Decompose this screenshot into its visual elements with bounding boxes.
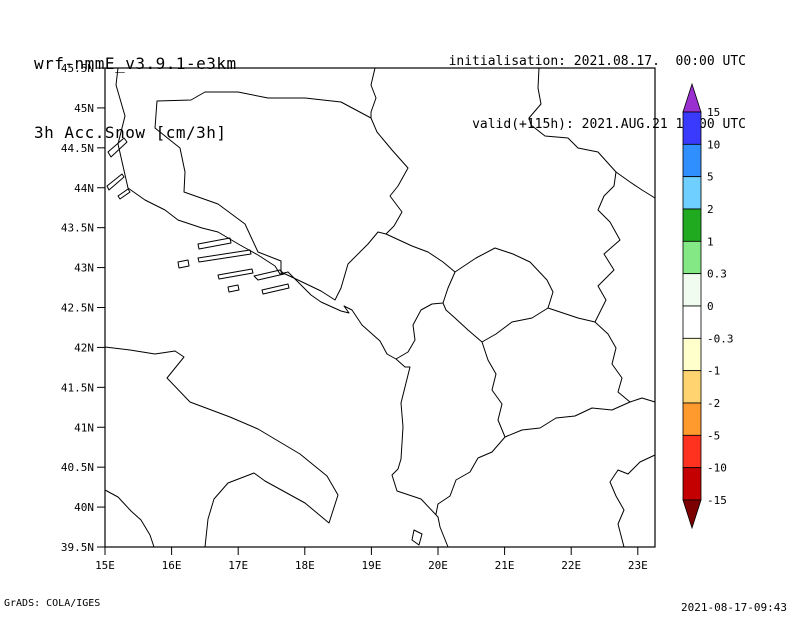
variable-label: 3h Acc.Snow [cm/3h] [34, 123, 227, 142]
border-kosovo [442, 247, 554, 343]
x-tick-label: 16E [162, 559, 182, 572]
y-tick-label: 43N [74, 262, 94, 275]
colorbar-segment [682, 208, 702, 242]
border-albania-macedonia [481, 341, 506, 438]
grads-credit-label: GrADS: COLA/IGES [4, 598, 101, 609]
y-tick-label: 44.5N [61, 142, 94, 155]
colorbar-segment [682, 402, 702, 436]
coastline-italy-adriatic [104, 346, 339, 548]
colorbar-level-label: 2 [707, 203, 714, 216]
colorbar-segment [682, 143, 702, 178]
border-macedonia-greece [504, 401, 631, 438]
valid-time-label: valid(+115h): 2021.AUG.21 19:00 UTC [472, 117, 746, 132]
border-serbia-montenegro [385, 233, 456, 273]
x-axis: 15E 16E 17E 18E 19E 20E 21E 22E 23E [95, 547, 648, 572]
initialisation-label: initialisation: 2021.08.17. 00:00 UTC [448, 54, 746, 69]
coastline-aegean-greece [609, 454, 656, 548]
creation-timestamp-label: 2021-08-17-09:43 [681, 601, 787, 614]
x-tick-label: 20E [428, 559, 448, 572]
colorbar-level-label: -10 [707, 462, 727, 475]
border-montenegro-albania [395, 271, 456, 360]
border-croatia-bosnia [154, 67, 377, 273]
y-tick-label: 42N [74, 341, 94, 354]
colorbar-segment [682, 370, 702, 404]
border-macedonia-bulgaria-greece [594, 321, 656, 403]
colorbar-bottom-arrow [682, 499, 702, 530]
border-serbia-romania [528, 67, 617, 173]
x-tick-label: 23E [628, 559, 648, 572]
colorbar-segment [682, 240, 702, 275]
colorbar-top-arrow [682, 82, 702, 113]
x-tick-label: 15E [95, 559, 115, 572]
adriatic-islands [106, 137, 423, 546]
x-tick-label: 17E [228, 559, 248, 572]
colorbar-level-label: 5 [707, 171, 714, 184]
plot-title-block: wrf-nmmE_v3.9.1-e3km 3h Acc.Snow [cm/3h] [34, 6, 237, 190]
border-bosnia-montenegro [280, 231, 387, 301]
border-albania-greece [435, 436, 506, 515]
colorbar: 15 10 5 2 1 0.3 0 -0.3 -1 -2 -5 -10 -15 [682, 82, 734, 530]
colorbar-level-label: 1 [707, 235, 714, 248]
x-tick-label: 19E [361, 559, 381, 572]
colorbar-segment [682, 434, 702, 469]
colorbar-level-label: 0.3 [707, 268, 727, 281]
y-axis: 45.5N 45N 44.5N 44N 43.5N 43N 42.5N 42N 41.5N 41N… [61, 62, 105, 554]
colorbar-level-label: 0 [707, 300, 714, 313]
y-tick-label: 40.5N [61, 461, 94, 474]
border-serbia-macedonia [547, 307, 596, 323]
y-tick-label: 45.5N [61, 62, 94, 75]
colorbar-level-label: 10 [707, 138, 720, 151]
y-tick-label: 44N [74, 182, 94, 195]
border-bosnia-serbia-drina [370, 117, 409, 235]
colorbar-segment [682, 111, 702, 145]
plot-frame [104, 67, 656, 548]
colorbar-level-label: -15 [707, 494, 727, 507]
border-romania-bulgaria [615, 171, 656, 199]
y-tick-label: 45N [74, 102, 94, 115]
y-tick-label: 43.5N [61, 222, 94, 235]
y-tick-label: 41.5N [61, 381, 94, 394]
plot-time-block: initialisation: 2021.08.17. 00:00 UTC va… [390, 9, 746, 177]
colorbar-segment [682, 467, 702, 501]
y-tick-label: 42.5N [61, 302, 94, 315]
colorbar-segment [682, 305, 702, 339]
colorbar-level-label: -2 [707, 397, 720, 410]
y-tick-label: 39.5N [61, 541, 94, 554]
colorbar-segment [682, 337, 702, 372]
x-tick-label: 18E [295, 559, 315, 572]
colorbar-level-label: -0.3 [707, 332, 734, 345]
x-tick-label: 22E [561, 559, 581, 572]
coastline-italy-tyrrhenian [104, 489, 155, 548]
colorbar-level-label: -1 [707, 365, 720, 378]
y-tick-label: 41N [74, 421, 94, 434]
colorbar-segment [682, 176, 702, 210]
y-tick-label: 40N [74, 501, 94, 514]
border-serbia-bulgaria [594, 171, 621, 323]
coastline-east-adriatic [115, 67, 449, 548]
colorbar-level-label: -5 [707, 429, 720, 442]
colorbar-segment [682, 273, 702, 307]
colorbar-level-label: 15 [707, 106, 720, 119]
x-tick-label: 21E [495, 559, 515, 572]
